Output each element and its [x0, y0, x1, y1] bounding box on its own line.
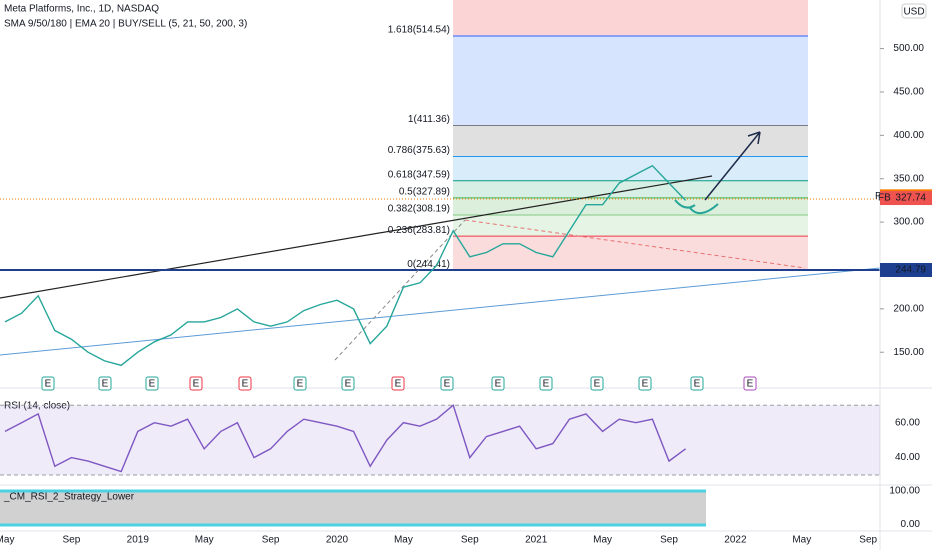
price-tag-value: 244.79 [895, 265, 926, 276]
y-tick-label: 200.00 [893, 303, 924, 314]
fib-label: 0.236(283.81) [388, 225, 450, 236]
earnings-label: E [694, 379, 701, 390]
title: Meta Platforms, Inc., 1D, NASDAQ [4, 4, 159, 15]
y-tick-label: 500.00 [893, 43, 924, 54]
fib-zone [453, 0, 808, 36]
earnings-label: E [747, 379, 754, 390]
fib-label: 0.382(308.19) [388, 204, 450, 215]
earnings-label: E [444, 379, 451, 390]
price-tag [880, 262, 932, 277]
x-tick-label: Sep [660, 535, 678, 546]
earnings-label: E [102, 379, 109, 390]
rsi-title: RSI (14, close) [4, 401, 70, 412]
lower-tick-label: 0.00 [901, 519, 921, 530]
earnings-marker [491, 376, 505, 391]
earnings-marker [743, 376, 757, 391]
fib-label: 0.618(347.59) [388, 169, 450, 180]
x-tick-label: 2021 [525, 535, 548, 546]
arrow-head [747, 131, 761, 145]
x-tick-label: 2020 [326, 535, 349, 546]
trend-line [0, 175, 713, 299]
earnings-marker [440, 376, 454, 391]
x-tick-label: May [0, 535, 14, 546]
x-tick-label: Sep [63, 535, 81, 546]
lower-band [0, 491, 706, 525]
x-tick-label: May [792, 535, 811, 546]
earnings-label: E [395, 379, 402, 390]
indicators: SMA 9/50/180 | EMA 20 | BUY/SELL (5, 21,… [4, 19, 247, 30]
x-tick-label: Sep [461, 535, 479, 546]
currency: USD [903, 7, 924, 18]
fib-zone [453, 236, 808, 271]
y-tick-label: 300.00 [893, 217, 924, 228]
rsi-tick-label: 60.00 [895, 417, 920, 428]
x-tick-label: May [394, 535, 413, 546]
fib-zone [453, 35, 808, 126]
earnings-marker [189, 376, 203, 391]
fib-label: 1(411.36) [408, 114, 450, 125]
fib-zone [453, 214, 808, 237]
price-tag [880, 191, 932, 206]
fib-label: 0(244.41) [407, 259, 450, 270]
fib-zone [453, 197, 808, 215]
x-tick-label: Sep [262, 535, 280, 546]
trend-line [0, 267, 881, 356]
earnings-label: E [345, 379, 352, 390]
earnings-marker [539, 376, 553, 391]
y-tick-label: 450.00 [893, 87, 924, 98]
lower-title: _CM_RSI_2_Strategy_Lower [3, 492, 135, 503]
earnings-label: E [594, 379, 601, 390]
x-tick-label: May [195, 535, 214, 546]
x-tick-label: May [593, 535, 612, 546]
y-tick-label: 350.00 [893, 173, 924, 184]
earnings-marker [238, 376, 252, 391]
earnings-marker [590, 376, 604, 391]
rsi-tick-label: 40.00 [895, 452, 920, 463]
pattern-mark [674, 199, 719, 215]
fib-zone [453, 125, 808, 157]
rsi-line [4, 403, 687, 473]
fib-label: 0.5(327.89) [399, 187, 450, 198]
lower-tick-label: 100.00 [889, 486, 920, 497]
x-tick-label: Sep [859, 535, 877, 546]
x-tick-label: 2019 [127, 535, 150, 546]
dashed-line [464, 219, 806, 269]
fib-label: 0.786(375.63) [388, 145, 450, 156]
price-tag-value: 327.74 [895, 193, 926, 204]
earnings-label: E [642, 379, 649, 390]
x-tick-label: 2022 [724, 535, 747, 546]
y-tick-label: 150.00 [893, 347, 924, 358]
y-tick-label: 400.00 [893, 130, 924, 141]
price-tag-name: FB [878, 193, 891, 204]
earnings-marker [293, 376, 307, 391]
earnings-label: E [242, 379, 249, 390]
earnings-label: E [45, 379, 52, 390]
earnings-label: E [149, 379, 156, 390]
earnings-label: E [495, 379, 502, 390]
earnings-marker [690, 376, 704, 391]
earnings-label: E [297, 379, 304, 390]
dashed-line [334, 219, 466, 361]
currency-box[interactable] [901, 3, 927, 19]
earnings-marker [145, 376, 159, 391]
earnings-marker [391, 376, 405, 391]
earnings-label: E [193, 379, 200, 390]
price-line [4, 164, 687, 367]
fibonacci [453, 0, 808, 271]
earnings-marker [638, 376, 652, 391]
earnings-marker [341, 376, 355, 391]
arrow [704, 131, 761, 201]
fib-label: 1.618(514.54) [388, 25, 450, 36]
earnings-marker [41, 376, 55, 391]
earnings-label: E [543, 379, 550, 390]
earnings-marker [98, 376, 112, 391]
